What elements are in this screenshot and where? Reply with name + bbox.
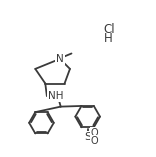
Text: H: H bbox=[104, 32, 113, 45]
Text: N: N bbox=[56, 54, 64, 64]
Text: O: O bbox=[91, 135, 98, 146]
Text: S: S bbox=[84, 132, 91, 142]
Text: O: O bbox=[91, 128, 98, 138]
Text: Cl: Cl bbox=[104, 23, 115, 36]
Text: NH: NH bbox=[48, 91, 64, 101]
